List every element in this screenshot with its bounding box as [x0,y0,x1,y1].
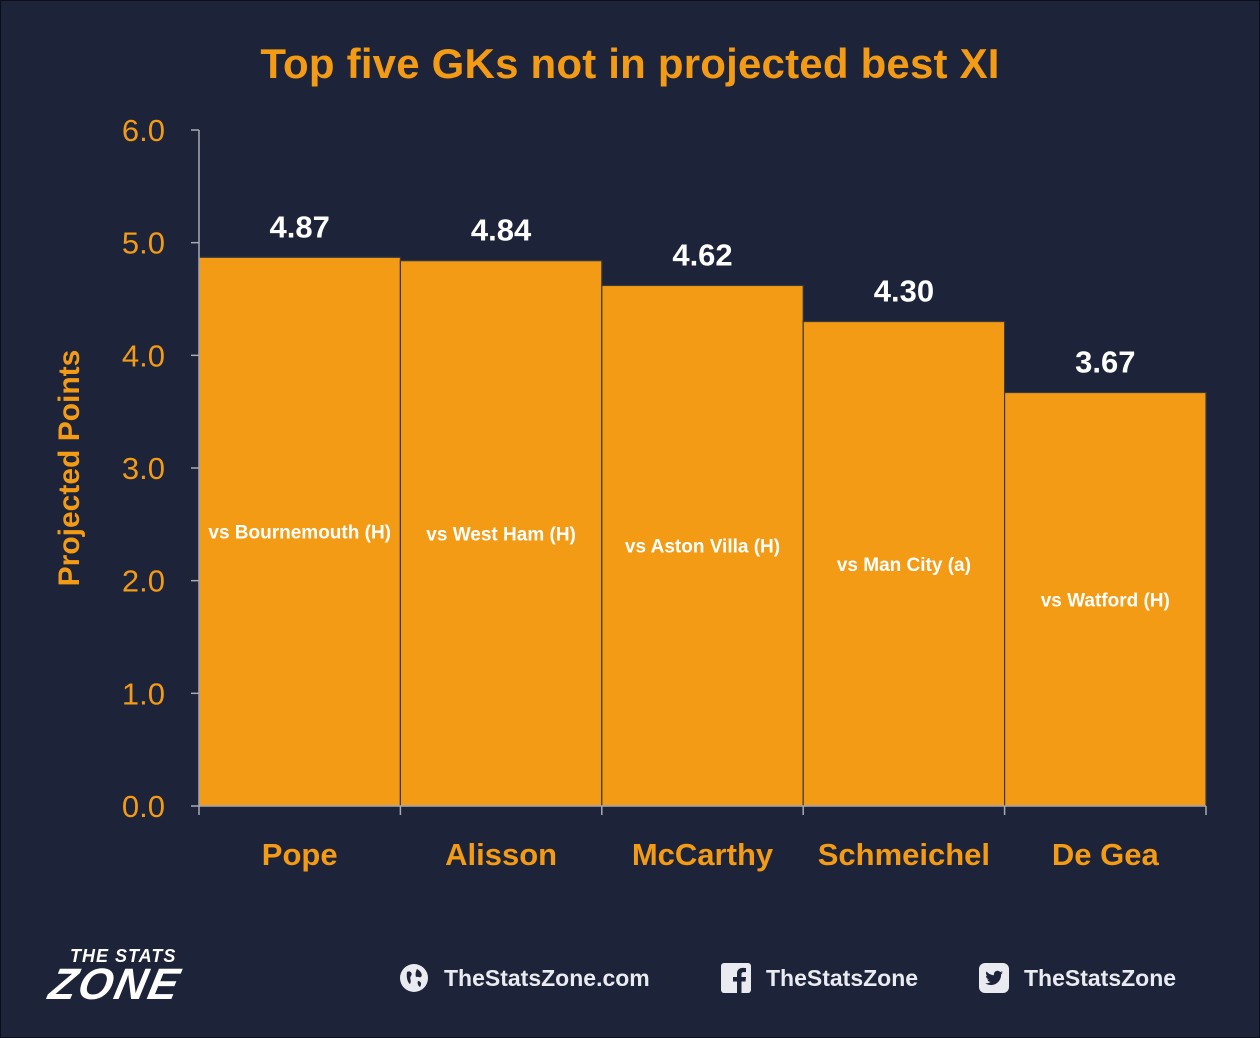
data-label: 4.62 [672,237,732,272]
y-axis-label: Projected Points [53,350,86,587]
y-tick-label: 3.0 [122,451,165,486]
stats-zone-logo: THE STATS ZONE [44,944,268,1014]
bar-chart: 0.0 1.0 2.0 3.0 4.0 5.0 6.0 Pope Alisson McCarthy… [53,113,1207,872]
facebook-icon [720,962,752,994]
y-tick-label: 6.0 [122,113,165,148]
x-tick-label: Pope [262,837,338,872]
bar-annotation: vs Watford (H) [1041,590,1170,611]
y-tick-label: 0.0 [122,789,165,824]
bar-annotation: vs Man City (a) [837,555,971,576]
bar [802,320,1006,807]
bar-annotation: vs Bournemouth (H) [208,523,391,544]
data-label: 3.67 [1075,345,1135,380]
globe-icon [398,962,430,994]
y-tick-label: 4.0 [122,338,165,373]
logo-top-text: THE STATS [70,946,177,966]
footer: THE STATS ZONE TheStatsZone.com TheStats… [0,930,1260,1020]
x-tick-label: McCarthy [632,837,774,872]
bar-annotation: vs West Ham (H) [426,524,576,545]
twitter-link[interactable]: TheStatsZone [978,962,1176,994]
data-label: 4.84 [471,213,532,248]
chart-title: Top five GKs not in projected best XI [260,40,1000,87]
data-label: 4.87 [270,209,330,244]
bar [601,284,804,807]
bar [198,256,401,807]
y-tick-label: 2.0 [122,564,165,599]
bar [1003,391,1207,807]
website-text: TheStatsZone.com [444,964,650,991]
x-tick-label: Schmeichel [818,837,990,872]
bar-annotation: vs Aston Villa (H) [625,537,780,558]
y-tick-label: 5.0 [122,226,165,261]
website-link[interactable]: TheStatsZone.com [398,962,650,994]
x-tick-label: Alisson [445,837,557,872]
x-tick-label: De Gea [1052,837,1160,872]
data-label: 4.30 [874,274,934,309]
bar [399,260,603,807]
facebook-text: TheStatsZone [766,964,919,991]
facebook-link[interactable]: TheStatsZone [720,962,918,994]
y-tick-label: 1.0 [122,676,165,711]
logo-main-text: ZONE [44,960,186,1009]
twitter-text: TheStatsZone [1024,964,1177,991]
twitter-icon [978,962,1010,994]
